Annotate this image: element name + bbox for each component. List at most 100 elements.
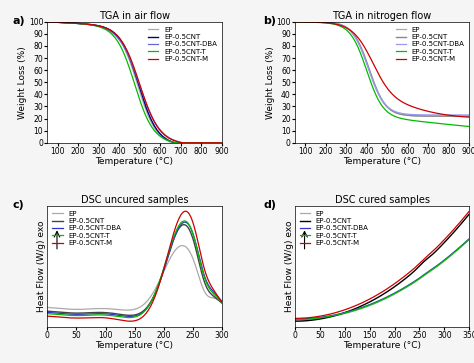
Line: EP-0.5CNT-DBA: EP-0.5CNT-DBA	[47, 222, 222, 317]
EP-0.5CNT-M	[359, 41, 365, 45]
EP-0.5CNT	[466, 212, 472, 216]
EP	[444, 114, 450, 118]
Line: EP-0.5CNT-M: EP-0.5CNT-M	[295, 22, 469, 117]
Line: EP-0.5CNT-T: EP-0.5CNT-T	[47, 22, 222, 143]
Text: d): d)	[264, 200, 276, 210]
EP	[119, 41, 125, 46]
Line: EP-0.5CNT-T: EP-0.5CNT-T	[47, 221, 222, 318]
EP-0.5CNT-T	[75, 21, 81, 26]
EP-0.5CNT-DBA	[431, 266, 437, 270]
Line: EP-0.5CNT-DBA: EP-0.5CNT-DBA	[47, 22, 222, 143]
EP-0.5CNT-DBA	[310, 316, 316, 321]
EP	[115, 307, 121, 312]
EP-0.5CNT-DBA	[119, 41, 125, 45]
EP-0.5CNT-DBA	[428, 268, 434, 272]
EP-0.5CNT-DBA	[127, 314, 132, 319]
EP-0.5CNT-DBA	[111, 32, 117, 36]
EP-0.5CNT	[431, 251, 437, 255]
EP-0.5CNT-DBA	[184, 221, 190, 225]
EP-0.5CNT-M	[64, 21, 70, 25]
EP	[466, 114, 472, 118]
EP-0.5CNT	[366, 67, 372, 72]
EP	[363, 305, 368, 309]
EP-0.5CNT	[45, 20, 50, 24]
Legend: EP, EP-0.5CNT, EP-0.5CNT-DBA, EP-0.5CNT-T, EP-0.5CNT-M: EP, EP-0.5CNT, EP-0.5CNT-DBA, EP-0.5CNT-…	[299, 209, 370, 248]
EP-0.5CNT-T	[312, 20, 318, 25]
Legend: EP, EP-0.5CNT, EP-0.5CNT-DBA, EP-0.5CNT-T, EP-0.5CNT-M: EP, EP-0.5CNT, EP-0.5CNT-DBA, EP-0.5CNT-…	[146, 25, 218, 64]
EP-0.5CNT-DBA	[45, 310, 50, 315]
EP	[63, 307, 68, 311]
Y-axis label: Weight Loss (%): Weight Loss (%)	[18, 46, 27, 119]
EP	[412, 280, 418, 285]
EP-0.5CNT-T	[111, 34, 117, 39]
EP-0.5CNT-M	[197, 140, 202, 145]
EP-0.5CNT	[64, 21, 70, 25]
EP-0.5CNT	[181, 223, 187, 227]
EP-0.5CNT-M	[164, 254, 170, 258]
EP-0.5CNT	[359, 47, 365, 51]
EP-0.5CNT	[75, 21, 81, 25]
EP	[322, 20, 328, 24]
EP-0.5CNT	[127, 313, 133, 318]
EP-0.5CNT-DBA	[359, 48, 365, 53]
EP-0.5CNT	[312, 20, 318, 24]
EP	[219, 140, 225, 145]
EP-0.5CNT-M	[312, 20, 318, 24]
EP	[292, 318, 298, 322]
Line: EP-0.5CNT-M: EP-0.5CNT-M	[47, 211, 222, 321]
EP-0.5CNT-T	[63, 313, 68, 317]
EP-0.5CNT-M	[363, 299, 368, 303]
EP-0.5CNT-DBA	[466, 113, 472, 117]
EP-0.5CNT-DBA	[463, 113, 469, 117]
EP-0.5CNT-DBA	[219, 299, 225, 303]
Text: a): a)	[12, 16, 25, 26]
EP-0.5CNT	[121, 313, 127, 317]
EP-0.5CNT-DBA	[444, 113, 450, 117]
EP	[164, 262, 170, 266]
EP-0.5CNT-DBA	[182, 220, 188, 224]
Line: EP-0.5CNT: EP-0.5CNT	[47, 225, 222, 315]
Line: EP: EP	[47, 246, 222, 310]
EP-0.5CNT	[322, 20, 328, 24]
EP-0.5CNT-DBA	[181, 220, 186, 225]
EP	[310, 317, 316, 321]
EP-0.5CNT-M	[115, 318, 121, 322]
EP	[359, 48, 365, 52]
EP-0.5CNT	[310, 318, 316, 322]
Line: EP: EP	[295, 22, 469, 116]
EP-0.5CNT-DBA	[369, 302, 374, 306]
EP-0.5CNT	[184, 224, 190, 228]
EP-0.5CNT-DBA	[466, 236, 472, 241]
EP-0.5CNT	[45, 309, 50, 313]
EP-0.5CNT-DBA	[363, 304, 368, 309]
X-axis label: Temperature (°C): Temperature (°C)	[343, 341, 421, 350]
EP-0.5CNT-T	[466, 124, 472, 129]
EP-0.5CNT-M	[292, 316, 298, 321]
EP-0.5CNT-DBA	[63, 312, 68, 316]
EP-0.5CNT	[197, 140, 202, 145]
EP-0.5CNT-M	[119, 39, 125, 44]
EP-0.5CNT-DBA	[412, 279, 418, 284]
EP	[369, 303, 374, 307]
EP-0.5CNT-T	[219, 301, 225, 305]
Title: TGA in air flow: TGA in air flow	[99, 11, 170, 21]
EP-0.5CNT-T	[428, 268, 434, 273]
Title: TGA in nitrogen flow: TGA in nitrogen flow	[332, 11, 432, 21]
EP-0.5CNT-M	[128, 319, 133, 323]
EP	[463, 114, 469, 118]
EP-0.5CNT	[216, 140, 221, 145]
EP-0.5CNT-T	[219, 140, 225, 145]
EP	[169, 140, 175, 145]
EP-0.5CNT	[181, 223, 186, 227]
Title: DSC cured samples: DSC cured samples	[335, 195, 429, 205]
Line: EP-0.5CNT-T: EP-0.5CNT-T	[295, 239, 469, 319]
EP-0.5CNT-DBA	[216, 140, 221, 145]
Line: EP-0.5CNT: EP-0.5CNT	[295, 22, 469, 116]
EP-0.5CNT-M	[63, 315, 68, 320]
EP-0.5CNT	[119, 40, 125, 44]
EP-0.5CNT-DBA	[115, 313, 121, 317]
X-axis label: Temperature (°C): Temperature (°C)	[96, 341, 173, 350]
EP	[184, 246, 190, 250]
EP-0.5CNT	[111, 31, 117, 35]
EP	[111, 32, 117, 36]
